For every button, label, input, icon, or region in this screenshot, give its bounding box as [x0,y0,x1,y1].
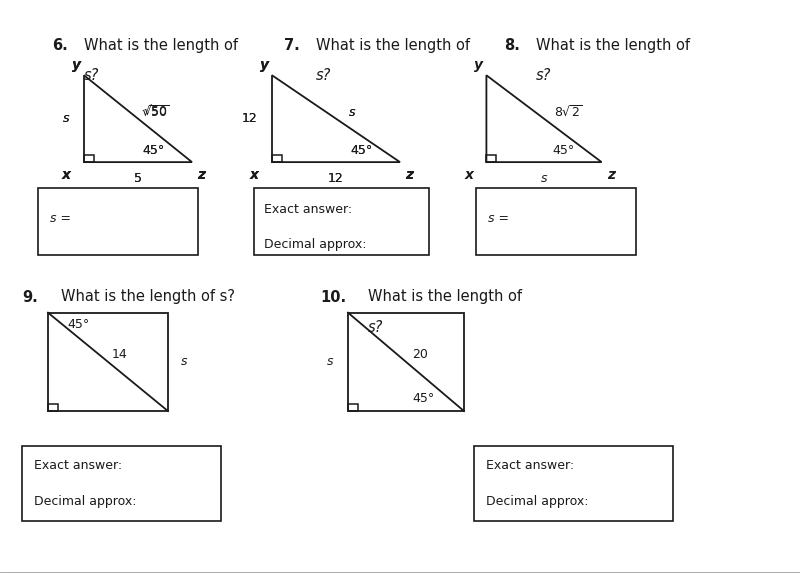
Text: √50: √50 [144,105,168,118]
Text: 12: 12 [242,112,258,125]
Text: s: s [63,112,70,125]
Text: 45°: 45° [350,144,373,157]
Text: 12: 12 [242,112,258,125]
Text: Exact answer:: Exact answer: [486,459,574,472]
Text: Exact answer:: Exact answer: [264,203,352,216]
Text: y: y [259,58,269,72]
Text: s: s [63,112,70,125]
Text: Decimal approx:: Decimal approx: [264,238,366,251]
Text: s?: s? [536,68,551,83]
Text: s?: s? [316,68,331,83]
Text: $\sqrt{50}$: $\sqrt{50}$ [141,104,170,119]
Text: s =: s = [488,212,509,225]
Text: x: x [62,168,71,182]
Text: 14: 14 [112,349,128,361]
FancyBboxPatch shape [476,188,636,255]
Text: 20: 20 [413,349,428,361]
Text: s?: s? [368,320,383,335]
Text: 9.: 9. [22,290,38,305]
Text: What is the length of s?: What is the length of s? [61,290,235,305]
Text: z: z [198,168,206,182]
Text: z: z [198,168,206,182]
Text: Decimal approx:: Decimal approx: [486,495,588,508]
Text: 5: 5 [134,172,142,185]
Text: 12: 12 [328,172,344,185]
Text: What is the length of: What is the length of [536,38,690,53]
Text: 45°: 45° [552,144,574,157]
Text: y: y [71,58,81,72]
Text: z: z [607,168,615,182]
Text: 45°: 45° [142,144,165,157]
Text: s =: s = [50,212,70,225]
Text: s?: s? [84,68,99,83]
Text: What is the length of: What is the length of [368,290,522,305]
Text: s: s [349,107,355,119]
Text: 45°: 45° [350,144,373,157]
FancyBboxPatch shape [22,446,221,521]
Text: $8\sqrt{2}$: $8\sqrt{2}$ [554,104,582,119]
Text: s: s [541,172,547,185]
Text: 10.: 10. [320,290,346,305]
Text: x: x [464,168,474,182]
Text: Decimal approx:: Decimal approx: [34,495,136,508]
Text: 12: 12 [328,172,344,185]
Text: 45°: 45° [142,144,165,157]
FancyBboxPatch shape [254,188,429,255]
Text: s: s [349,107,355,119]
Text: 6.: 6. [52,38,68,53]
Text: What is the length of: What is the length of [84,38,238,53]
Text: z: z [406,168,414,182]
Text: 45°: 45° [67,318,90,331]
Text: 5: 5 [134,172,142,185]
Text: 8.: 8. [504,38,520,53]
Text: x: x [250,168,259,182]
FancyBboxPatch shape [474,446,673,521]
Text: 45°: 45° [413,392,435,405]
FancyBboxPatch shape [38,188,198,255]
Text: z: z [406,168,414,182]
Text: What is the length of: What is the length of [316,38,470,53]
Text: y: y [71,58,81,72]
Text: x: x [250,168,259,182]
Text: 7.: 7. [284,38,300,53]
Text: s: s [181,356,187,368]
Text: y: y [259,58,269,72]
Text: x: x [62,168,71,182]
Text: s: s [327,356,334,368]
Text: y: y [474,58,483,72]
Text: Exact answer:: Exact answer: [34,459,122,472]
